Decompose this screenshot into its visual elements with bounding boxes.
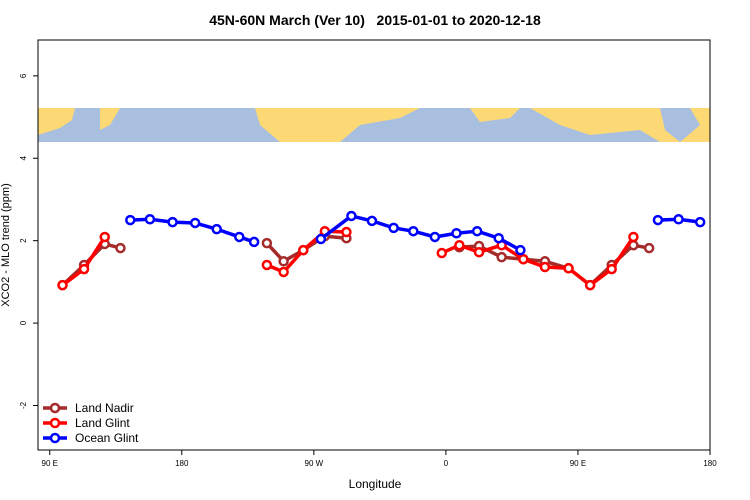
- point: [261, 237, 273, 249]
- point: [366, 215, 378, 227]
- map-strip: [38, 108, 710, 142]
- legend-marker: [49, 402, 61, 414]
- point: [515, 244, 526, 256]
- series-line: [61, 234, 650, 287]
- y-tick-label: -2: [19, 401, 28, 409]
- x-tick-label: 180: [175, 459, 189, 468]
- x-tick-label: 90 E: [42, 459, 58, 468]
- x-tick-label: 180: [703, 459, 717, 468]
- point: [408, 225, 419, 237]
- y-tick-label: 6: [19, 73, 28, 78]
- point: [628, 231, 639, 243]
- chart-title: 45N-60N March (Ver 10) 2015-01-01 to 202…: [209, 12, 541, 28]
- point: [606, 263, 617, 275]
- point: [278, 256, 289, 267]
- point: [496, 251, 507, 263]
- point: [539, 261, 551, 273]
- point: [189, 217, 201, 229]
- point: [341, 226, 352, 238]
- point: [563, 263, 574, 274]
- x-tick-label: 0: [444, 459, 449, 468]
- y-tick-label: 0: [19, 320, 28, 325]
- legend-marker: [49, 417, 61, 429]
- point: [518, 253, 529, 265]
- point: [115, 242, 126, 254]
- point: [454, 239, 465, 251]
- point: [315, 233, 327, 245]
- point: [125, 214, 136, 226]
- y-axis-label: XCO2 - MLO trend (ppm): [0, 183, 12, 306]
- point: [584, 279, 596, 291]
- point: [78, 263, 90, 275]
- point: [278, 266, 289, 278]
- point: [471, 225, 483, 237]
- x-tick-label: 90 E: [570, 459, 586, 468]
- point: [248, 236, 260, 248]
- x-tick-label: 90 W: [305, 459, 324, 468]
- point: [388, 222, 399, 234]
- point: [298, 244, 309, 256]
- plot-frame: [37, 39, 711, 451]
- point: [57, 279, 68, 291]
- legend-label: Land Glint: [75, 416, 130, 430]
- point: [451, 228, 462, 239]
- x-axis-label: Longitude: [349, 477, 402, 491]
- point: [652, 214, 664, 226]
- point: [211, 223, 222, 235]
- point: [99, 231, 111, 243]
- point: [144, 213, 156, 225]
- point: [436, 247, 448, 259]
- point: [234, 231, 245, 243]
- legend-marker: [49, 432, 61, 444]
- point: [261, 259, 273, 271]
- point: [673, 213, 684, 225]
- point: [473, 246, 485, 258]
- point: [429, 231, 441, 243]
- point: [346, 210, 357, 222]
- point: [643, 242, 655, 254]
- point: [694, 216, 706, 228]
- legend-label: Land Nadir: [75, 401, 134, 415]
- point: [167, 216, 178, 228]
- y-tick-label: 4: [19, 155, 28, 160]
- legend-label: Ocean Glint: [75, 431, 139, 445]
- y-tick-label: 2: [19, 238, 28, 243]
- point: [493, 232, 504, 244]
